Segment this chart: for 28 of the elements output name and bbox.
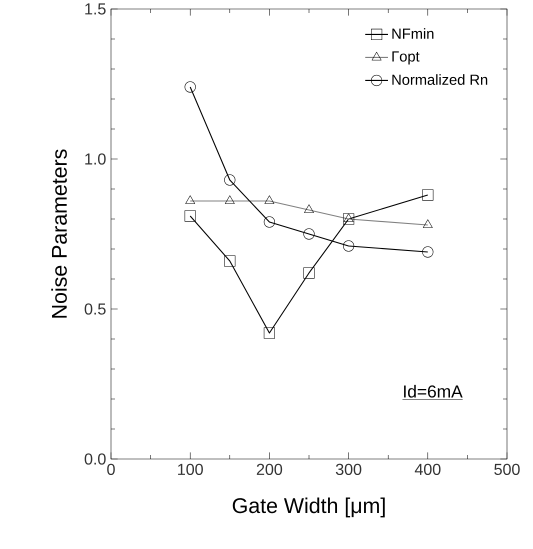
point	[264, 216, 275, 228]
point	[422, 246, 434, 258]
point	[184, 210, 196, 222]
legend-label: Γopt	[392, 51, 420, 65]
legend-label: NFmin	[392, 28, 434, 39]
y-tick-label: 1.5	[85, 3, 106, 15]
point	[303, 228, 315, 240]
x-tick-label: 500	[494, 464, 520, 476]
annotation: Id=6mA	[404, 384, 463, 398]
point	[303, 267, 315, 279]
x-axis-title: Gate Width [μm]	[232, 498, 385, 518]
point	[422, 189, 434, 201]
point	[264, 327, 275, 339]
x-tick-label: 0	[107, 464, 115, 476]
y-tick-label: 0.0	[84, 453, 106, 465]
x-tick-label: 100	[178, 464, 203, 476]
x-tick-label: 200	[256, 464, 282, 476]
point	[342, 240, 354, 252]
y-tick-label: 1.0	[85, 153, 106, 165]
point	[184, 81, 196, 93]
x-tick-label: 400	[414, 464, 441, 476]
legend-label: Normalized Rn	[392, 74, 488, 85]
x-tick-label: 300	[336, 464, 362, 476]
point	[224, 174, 236, 186]
point	[342, 213, 354, 225]
point	[224, 255, 236, 267]
y-tick-label: 0.5	[84, 303, 106, 315]
y-axis-title: Noise Parameters	[51, 149, 67, 318]
